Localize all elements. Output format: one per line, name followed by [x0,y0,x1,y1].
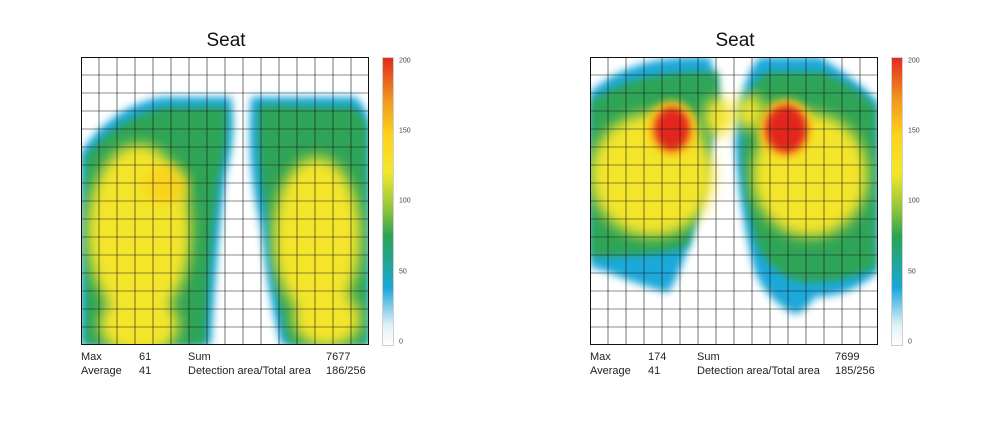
pressure-blob [736,94,764,130]
colorbar-tick-0: 0 [908,338,912,346]
pressure-blob [293,291,361,345]
max-value: 61 [139,351,152,363]
colorbar-tick-200: 200 [908,57,920,65]
chart-title: Seat [206,30,246,51]
max-label: Max [590,351,611,363]
heatmap-border [590,57,878,345]
average-value: 41 [139,365,152,377]
average-label: Average [81,365,122,377]
sum-value: 7699 [835,351,860,363]
pressure-blob [144,167,188,203]
colorbar-tick-100: 100 [399,197,411,205]
heatmap-panel-2: Seat 200 150 100 50 0 Max 174 Sum 7699 A… [590,0,920,448]
colorbar-tick-100: 100 [908,197,920,205]
sensor-grid [81,57,369,345]
pressure-heatmap [81,57,369,345]
area-value: 186/256 [326,365,366,377]
colorbar-tick-150: 150 [399,127,411,135]
area-label: Detection area/Total area [697,365,820,377]
sum-label: Sum [188,351,211,363]
pressure-zone-amber [144,167,188,203]
colorbar-tick-150: 150 [908,127,920,135]
colorbar-tick-50: 50 [399,268,407,276]
pressure-heatmap [590,57,878,345]
colorbar [382,57,394,346]
colorbar-tick-50: 50 [908,268,916,276]
max-value: 174 [648,351,667,363]
sum-label: Sum [697,351,720,363]
max-label: Max [81,351,102,363]
sensor-grid [590,57,878,345]
heatmap-svg [81,57,369,345]
pressure-blob [704,97,732,137]
heatmap-svg [590,57,878,345]
area-value: 185/256 [835,365,875,377]
colorbar [891,57,903,346]
sum-value: 7677 [326,351,351,363]
average-value: 41 [648,365,661,377]
average-label: Average [590,365,631,377]
chart-title: Seat [715,30,755,51]
pressure-blob [99,295,179,345]
colorbar-tick-0: 0 [399,338,403,346]
heatmap-border [81,57,369,345]
heatmap-panel-1: Seat 200 150 100 50 0 Max 61 Sum 7677 Av… [81,0,411,448]
colorbar-tick-200: 200 [399,57,411,65]
area-label: Detection area/Total area [188,365,311,377]
